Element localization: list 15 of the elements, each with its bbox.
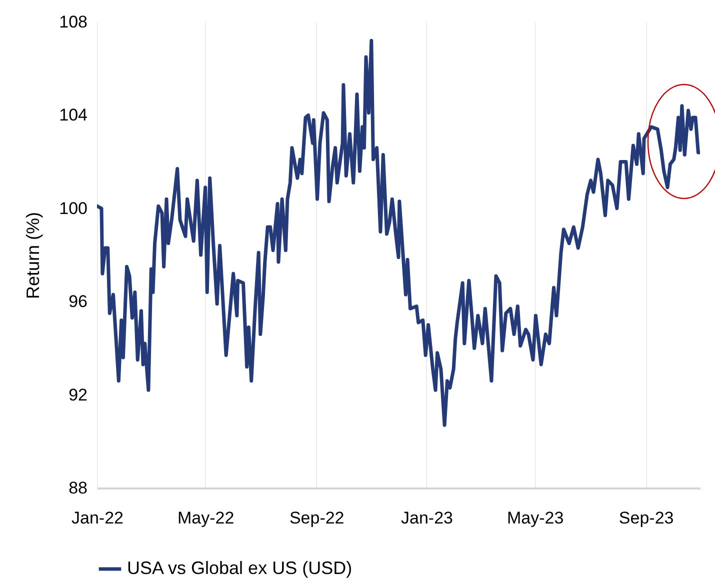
x-tick-label: Jan-23 xyxy=(400,508,453,528)
x-tick-label: Sep-23 xyxy=(618,508,674,528)
y-tick-label: 96 xyxy=(68,292,88,312)
legend-label: USA vs Global ex US (USD) xyxy=(127,558,352,578)
y-tick-label: 92 xyxy=(68,385,88,404)
y-tick-label: 100 xyxy=(59,198,88,218)
y-tick-label: 88 xyxy=(68,478,88,498)
x-tick-label: Sep-22 xyxy=(289,508,344,528)
y-axis-title: Return (%) xyxy=(23,212,44,300)
y-tick-label: 104 xyxy=(59,106,88,125)
y-tick-label: 108 xyxy=(59,12,88,32)
x-tick-label: May-23 xyxy=(506,508,564,528)
line-series xyxy=(97,38,700,427)
x-tick-label: May-22 xyxy=(177,508,234,528)
x-tick-label: Jan-22 xyxy=(72,508,124,528)
